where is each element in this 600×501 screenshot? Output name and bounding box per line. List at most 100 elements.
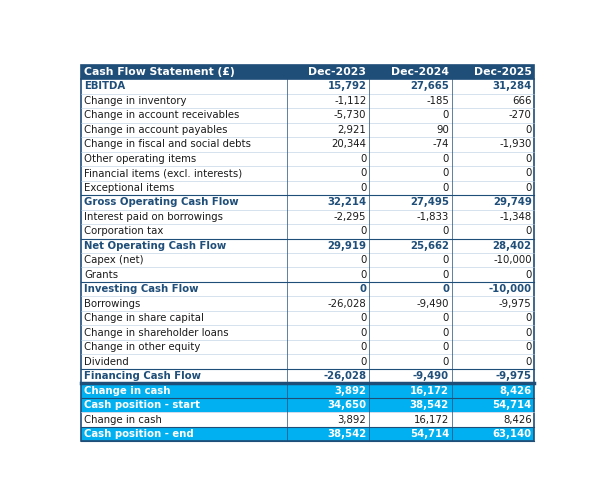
Text: Other operating items: Other operating items: [84, 154, 197, 164]
Bar: [80, 253, 535, 268]
Text: 0: 0: [443, 270, 449, 280]
Text: Change in cash: Change in cash: [84, 386, 171, 396]
Bar: [80, 340, 535, 354]
Text: 0: 0: [443, 226, 449, 236]
Bar: [80, 195, 535, 209]
Bar: [80, 209, 535, 224]
Bar: [80, 427, 535, 441]
Text: 0: 0: [525, 154, 532, 164]
Text: Change in inventory: Change in inventory: [84, 96, 187, 106]
Text: 0: 0: [525, 313, 532, 323]
Text: -26,028: -26,028: [328, 299, 367, 309]
Text: 16,172: 16,172: [410, 386, 449, 396]
Text: Capex (net): Capex (net): [84, 255, 144, 265]
Text: -1,348: -1,348: [499, 212, 532, 222]
Text: 27,495: 27,495: [410, 197, 449, 207]
Bar: [80, 282, 535, 297]
Text: 0: 0: [443, 328, 449, 338]
Text: 0: 0: [360, 357, 367, 367]
Text: Cash position - start: Cash position - start: [84, 400, 200, 410]
Text: 0: 0: [360, 270, 367, 280]
Text: 0: 0: [360, 168, 367, 178]
Text: 20,344: 20,344: [331, 139, 367, 149]
Text: -9,490: -9,490: [413, 371, 449, 381]
Text: -9,975: -9,975: [496, 371, 532, 381]
Text: 8,426: 8,426: [503, 414, 532, 424]
Text: Borrowings: Borrowings: [84, 299, 140, 309]
Text: 0: 0: [360, 328, 367, 338]
Text: -9,975: -9,975: [499, 299, 532, 309]
Bar: [80, 268, 535, 282]
Text: Dec-2025: Dec-2025: [474, 67, 532, 77]
Text: 0: 0: [360, 313, 367, 323]
Text: -74: -74: [433, 139, 449, 149]
Bar: [80, 354, 535, 369]
Text: Change in shareholder loans: Change in shareholder loans: [84, 328, 229, 338]
Text: -9,490: -9,490: [416, 299, 449, 309]
Text: -10,000: -10,000: [488, 284, 532, 294]
Text: 38,542: 38,542: [327, 429, 367, 439]
Bar: [80, 297, 535, 311]
Text: Dec-2024: Dec-2024: [391, 67, 449, 77]
Text: Change in cash: Change in cash: [84, 414, 162, 424]
Text: 63,140: 63,140: [493, 429, 532, 439]
Bar: [80, 383, 535, 398]
Text: 8,426: 8,426: [500, 386, 532, 396]
Text: 38,542: 38,542: [410, 400, 449, 410]
Text: -1,112: -1,112: [334, 96, 367, 106]
Bar: [80, 166, 535, 180]
Text: 29,749: 29,749: [493, 197, 532, 207]
Text: 0: 0: [442, 284, 449, 294]
Text: -185: -185: [426, 96, 449, 106]
Text: 0: 0: [525, 270, 532, 280]
Text: 25,662: 25,662: [410, 241, 449, 251]
Text: -10,000: -10,000: [493, 255, 532, 265]
Text: 3,892: 3,892: [338, 414, 367, 424]
Bar: [80, 412, 535, 427]
Text: 34,650: 34,650: [328, 400, 367, 410]
Bar: [80, 137, 535, 152]
Text: Exceptional items: Exceptional items: [84, 183, 175, 193]
Text: -2,295: -2,295: [334, 212, 367, 222]
Bar: [80, 65, 535, 79]
Text: 0: 0: [443, 183, 449, 193]
Text: 0: 0: [525, 183, 532, 193]
Text: 0: 0: [443, 168, 449, 178]
Text: 0: 0: [525, 226, 532, 236]
Bar: [80, 326, 535, 340]
Text: Change in share capital: Change in share capital: [84, 313, 204, 323]
Text: 666: 666: [512, 96, 532, 106]
Text: -5,730: -5,730: [334, 110, 367, 120]
Text: Financing Cash Flow: Financing Cash Flow: [84, 371, 202, 381]
Text: 0: 0: [360, 255, 367, 265]
Text: Interest paid on borrowings: Interest paid on borrowings: [84, 212, 223, 222]
Text: 27,665: 27,665: [410, 82, 449, 92]
Text: 0: 0: [360, 154, 367, 164]
Text: Grants: Grants: [84, 270, 118, 280]
Text: Change in fiscal and social debts: Change in fiscal and social debts: [84, 139, 251, 149]
Bar: [80, 123, 535, 137]
Text: 0: 0: [360, 226, 367, 236]
Text: 0: 0: [443, 357, 449, 367]
Text: Cash Flow Statement (£): Cash Flow Statement (£): [84, 67, 235, 77]
Text: 16,172: 16,172: [414, 414, 449, 424]
Bar: [80, 224, 535, 238]
Bar: [80, 152, 535, 166]
Text: 3,892: 3,892: [334, 386, 367, 396]
Text: 54,714: 54,714: [410, 429, 449, 439]
Bar: [80, 94, 535, 108]
Text: Investing Cash Flow: Investing Cash Flow: [84, 284, 199, 294]
Text: -1,833: -1,833: [417, 212, 449, 222]
Bar: [80, 108, 535, 123]
Bar: [80, 311, 535, 326]
Text: 0: 0: [360, 183, 367, 193]
Text: 0: 0: [525, 342, 532, 352]
Bar: [80, 79, 535, 94]
Text: 32,214: 32,214: [328, 197, 367, 207]
Text: 90: 90: [436, 125, 449, 135]
Text: 54,714: 54,714: [493, 400, 532, 410]
Text: Dec-2023: Dec-2023: [308, 67, 367, 77]
Text: 0: 0: [360, 342, 367, 352]
Text: EBITDA: EBITDA: [84, 82, 125, 92]
Text: 0: 0: [443, 110, 449, 120]
